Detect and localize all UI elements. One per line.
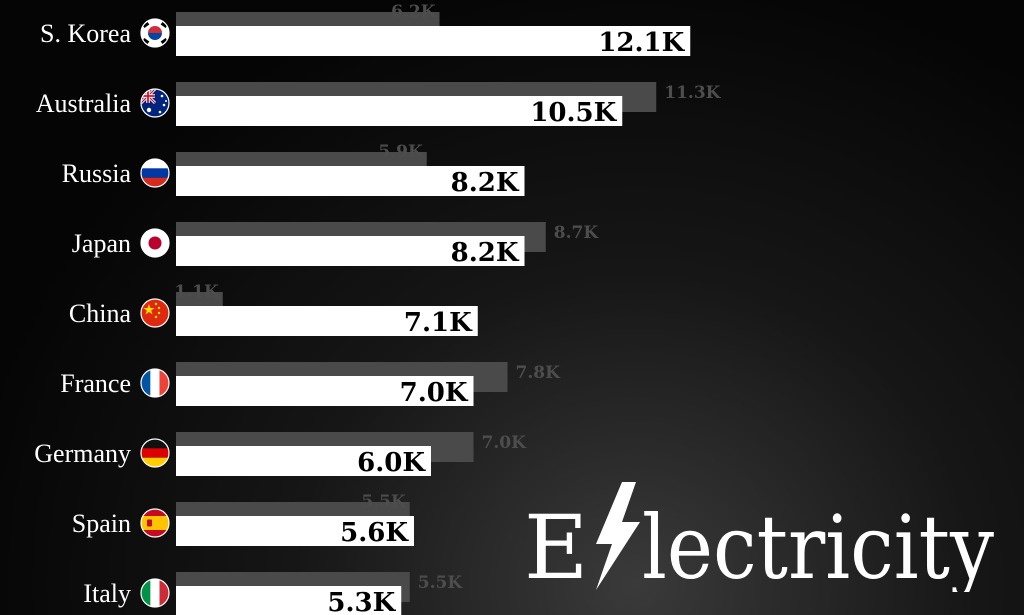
previous-value-label: 11.3K xyxy=(664,83,721,103)
country-label: Japan xyxy=(72,229,131,258)
previous-value-label: 7.0K xyxy=(482,433,528,453)
country-label: Australia xyxy=(36,89,132,118)
spain-flag-icon xyxy=(140,508,170,538)
country-label: Russia xyxy=(62,159,132,188)
current-value-label: 7.0K xyxy=(400,378,469,408)
current-value-bar xyxy=(176,96,623,126)
country-label: Germany xyxy=(34,439,131,468)
current-value-label: 5.3K xyxy=(327,588,396,615)
france-flag-icon xyxy=(140,368,170,398)
electricity-logo: E lectricity xyxy=(524,482,994,592)
current-value-label: 8.2K xyxy=(451,168,520,198)
current-value-bar xyxy=(176,376,474,406)
previous-value-label: 5.5K xyxy=(361,492,407,512)
country-label: China xyxy=(69,299,132,328)
previous-value-label: 8.7K xyxy=(554,223,600,243)
current-value-bar xyxy=(176,586,402,615)
previous-value-label: 7.8K xyxy=(516,363,562,383)
china-flag-icon xyxy=(140,298,170,328)
previous-value-label: 5.5K xyxy=(418,573,464,593)
brand-text: lectricity xyxy=(642,496,994,592)
country-label: Spain xyxy=(72,509,131,538)
italy-flag-icon xyxy=(140,578,170,608)
current-value-bar xyxy=(176,306,478,336)
current-value-label: 10.5K xyxy=(530,98,617,128)
current-value-bar xyxy=(176,446,431,476)
lightning-bolt-icon xyxy=(596,482,640,590)
australia-flag-icon xyxy=(140,88,170,118)
germany-flag-icon xyxy=(140,438,170,468)
previous-value-label: 5.9K xyxy=(378,142,424,162)
current-value-label: 5.6K xyxy=(340,518,409,548)
previous-value-label: 6.2K xyxy=(391,2,437,22)
current-value-bar xyxy=(176,236,525,266)
current-value-label: 12.1K xyxy=(598,28,685,58)
japan-flag-icon xyxy=(140,228,170,258)
south-korea-flag-icon xyxy=(140,18,170,48)
current-value-bar xyxy=(176,26,691,56)
current-value-bar xyxy=(176,166,525,196)
country-label: Italy xyxy=(83,579,131,608)
current-value-bar xyxy=(176,516,414,546)
current-value-label: 8.2K xyxy=(451,238,520,268)
brand-e: E xyxy=(524,496,588,592)
current-value-label: 6.0K xyxy=(357,448,426,478)
russia-flag-icon xyxy=(140,158,170,188)
previous-value-label: 1.1K xyxy=(174,282,220,302)
country-label: S. Korea xyxy=(40,19,131,48)
current-value-label: 7.1K xyxy=(404,308,473,338)
country-label: France xyxy=(60,369,131,398)
